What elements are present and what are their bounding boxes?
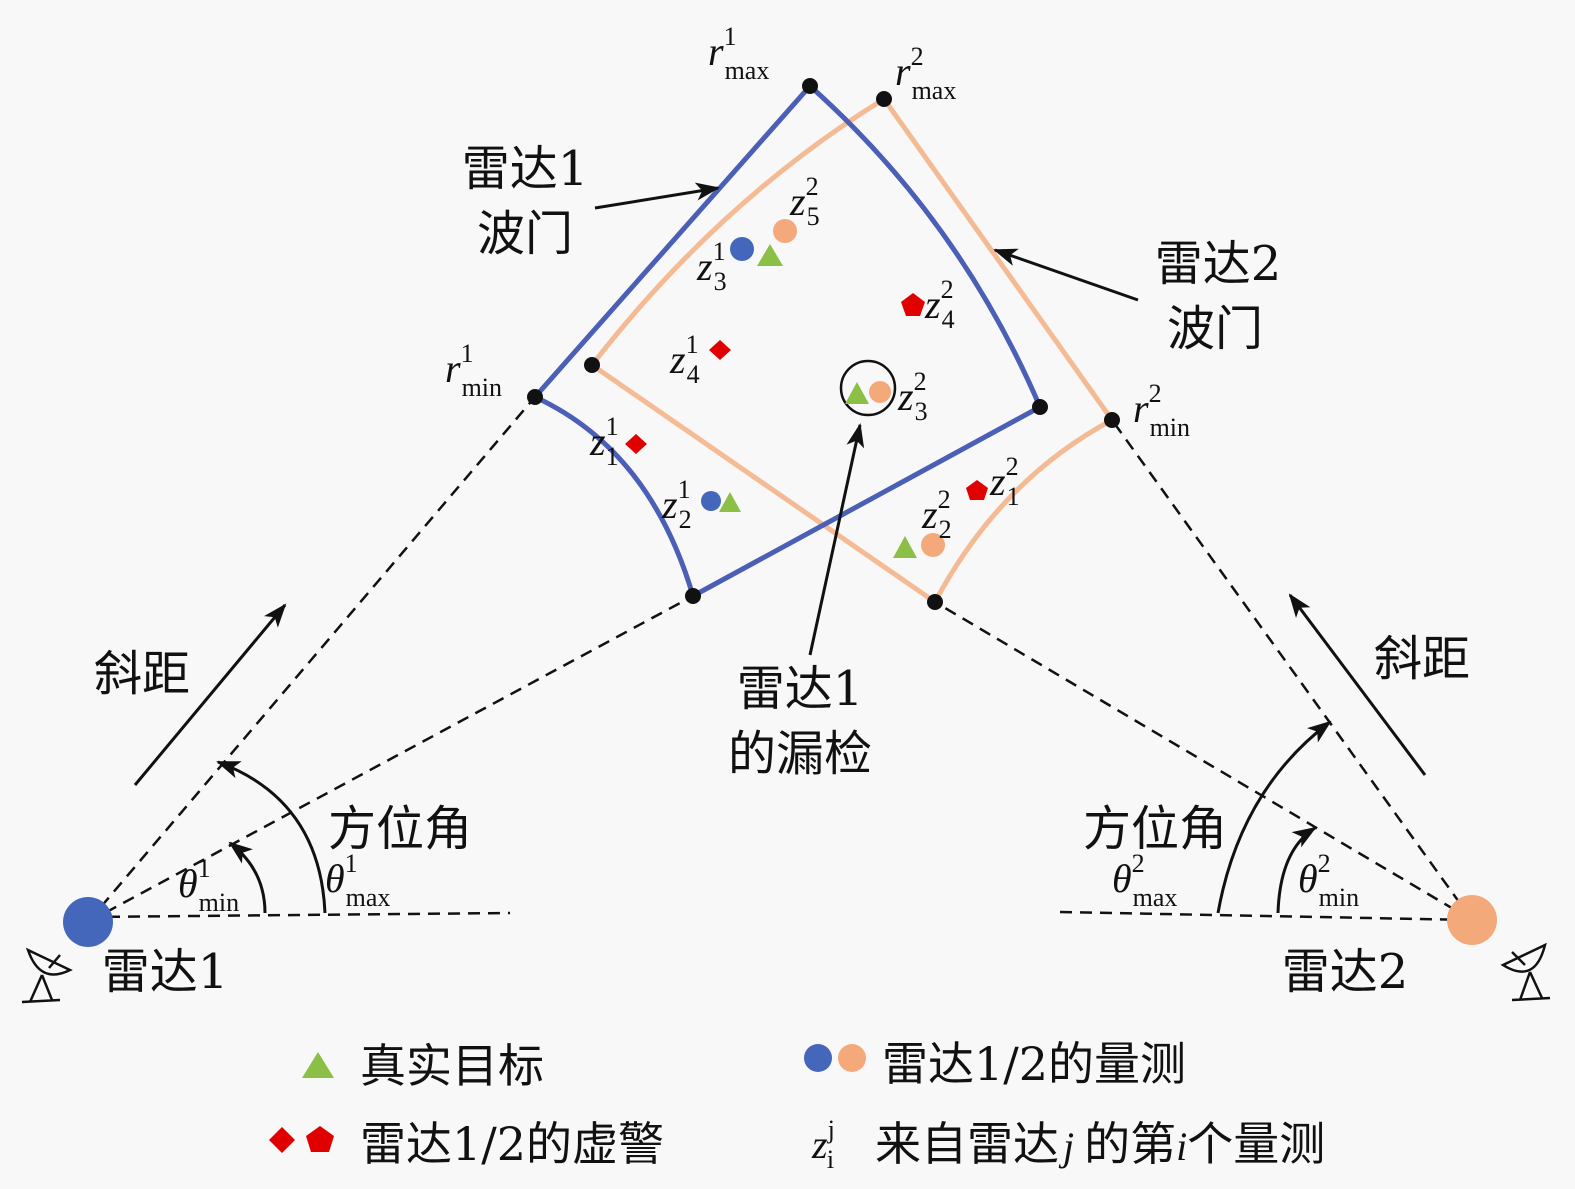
radar-dish-icon bbox=[21, 947, 73, 1004]
radar1-baseline bbox=[87, 911, 511, 919]
radar1-position bbox=[63, 897, 113, 947]
r-max-1-label: r1 max bbox=[708, 22, 769, 85]
legend-radar1-false-alarm-icon bbox=[269, 1127, 295, 1153]
azimuth-label: 方位角 bbox=[328, 801, 472, 857]
z-4-1-label: z1 4 bbox=[669, 330, 700, 389]
radar2-measurement-2 bbox=[921, 533, 945, 557]
z-2-1-label: z1 2 bbox=[661, 475, 692, 534]
radar2-measurement-3 bbox=[869, 381, 891, 403]
legend-true-target: 真实目标 bbox=[360, 1039, 544, 1093]
missed-detection-label: 雷达1 bbox=[737, 661, 864, 717]
math-labels: r1 max r2 max r1 min r2 min θ1 min θ1 max θ2 ma… bbox=[178, 22, 1359, 917]
radar1-false-alarm-1 bbox=[625, 434, 647, 454]
missed-detection-arrow bbox=[808, 423, 865, 656]
radar2-max-azimuth-line bbox=[934, 600, 1473, 922]
legend: 真实目标 雷达1/2的量测 雷达1/2的虚警 zj i 来自雷达 j 的第i个量测 bbox=[269, 1037, 1325, 1174]
azimuth-label: 方位角 bbox=[1083, 801, 1227, 857]
theta-max-1-label: θ1 max bbox=[325, 849, 390, 912]
beam-lines bbox=[87, 396, 1474, 924]
true-target bbox=[719, 492, 741, 512]
radar1-min-azimuth-arc bbox=[228, 841, 267, 914]
legend-true-target-icon bbox=[302, 1052, 334, 1078]
measurement-markers bbox=[625, 219, 988, 558]
theta-max-2-label: θ2 max bbox=[1112, 849, 1177, 912]
radar2-min-azimuth-arc bbox=[1276, 826, 1317, 914]
radar2-range-arrow bbox=[1288, 593, 1427, 776]
radar2-gate-label: 波门 bbox=[1167, 301, 1263, 357]
true-target-missed bbox=[845, 382, 869, 404]
slant-range-label: 斜距 bbox=[1374, 631, 1470, 687]
radar1-gate-label: 波门 bbox=[477, 206, 573, 262]
radar2-label: 雷达2 bbox=[1282, 944, 1409, 1000]
radar1-max-azimuth-line bbox=[87, 396, 536, 923]
radar1-max-azimuth-arc bbox=[216, 760, 327, 914]
radar2-max-azimuth-arc bbox=[1216, 720, 1332, 914]
true-target bbox=[893, 536, 917, 558]
legend-measurements: 雷达1/2的量测 bbox=[882, 1037, 1186, 1091]
legend-radar2-measurement-icon bbox=[838, 1044, 866, 1072]
slant-range-label: 斜距 bbox=[94, 646, 190, 702]
radar2-gate-label: 雷达2 bbox=[1155, 236, 1282, 292]
radar-dish-icon bbox=[1500, 942, 1551, 1002]
radar1-min-azimuth-line bbox=[87, 594, 694, 924]
radar2-false-alarm-1 bbox=[966, 480, 988, 500]
r-max-2-label: r2 max bbox=[895, 42, 956, 105]
legend-radar1-measurement-icon bbox=[804, 1044, 832, 1072]
theta-min-1-label: θ1 min bbox=[178, 854, 239, 917]
gate-corner-points bbox=[527, 78, 1120, 610]
radar1-gate-arrow bbox=[594, 182, 720, 210]
legend-notation: 来自雷达 j 的第i个量测 bbox=[875, 1117, 1325, 1171]
z-4-2-label: z2 4 bbox=[924, 275, 955, 334]
radar2-min-azimuth-line bbox=[1110, 419, 1474, 921]
z-3-2-label: z2 3 bbox=[897, 367, 928, 426]
radar2-gate-arrow bbox=[993, 248, 1139, 302]
radar1-false-alarm-4 bbox=[709, 340, 731, 360]
radar1-label: 雷达1 bbox=[102, 944, 229, 1000]
r-min-1-label: r1 min bbox=[445, 339, 502, 402]
legend-notation-symbol: zj i bbox=[811, 1115, 835, 1174]
z-1-1-label: z1 1 bbox=[589, 412, 619, 471]
missed-detection-circle bbox=[839, 359, 897, 417]
radar1-measurement-3 bbox=[730, 237, 754, 261]
radar2-position bbox=[1447, 895, 1497, 945]
z-1-2-label: z2 1 bbox=[989, 452, 1020, 511]
r-min-2-label: r2 min bbox=[1133, 379, 1190, 442]
radar1-range-arrow bbox=[133, 603, 287, 786]
radar1-measurement-2 bbox=[701, 491, 721, 511]
legend-false-alarms: 雷达1/2的虚警 bbox=[360, 1117, 664, 1171]
radar2-false-alarm-4 bbox=[901, 293, 925, 316]
theta-min-2-label: θ2 min bbox=[1298, 849, 1359, 912]
annotation-arrows bbox=[133, 182, 1427, 914]
radar2-measurement-5 bbox=[773, 219, 797, 243]
true-target bbox=[757, 244, 783, 266]
z-2-2-label: z2 2 bbox=[921, 485, 952, 544]
z-5-2-label: z2 5 bbox=[789, 172, 820, 231]
radar2-baseline bbox=[1059, 910, 1473, 922]
missed-detection-label: 的漏检 bbox=[728, 726, 872, 782]
legend-radar2-false-alarm-icon bbox=[306, 1126, 334, 1152]
radar1-gate bbox=[533, 84, 1043, 599]
radar1-gate-label: 雷达1 bbox=[462, 141, 589, 197]
z-3-1-label: z1 3 bbox=[696, 237, 727, 296]
